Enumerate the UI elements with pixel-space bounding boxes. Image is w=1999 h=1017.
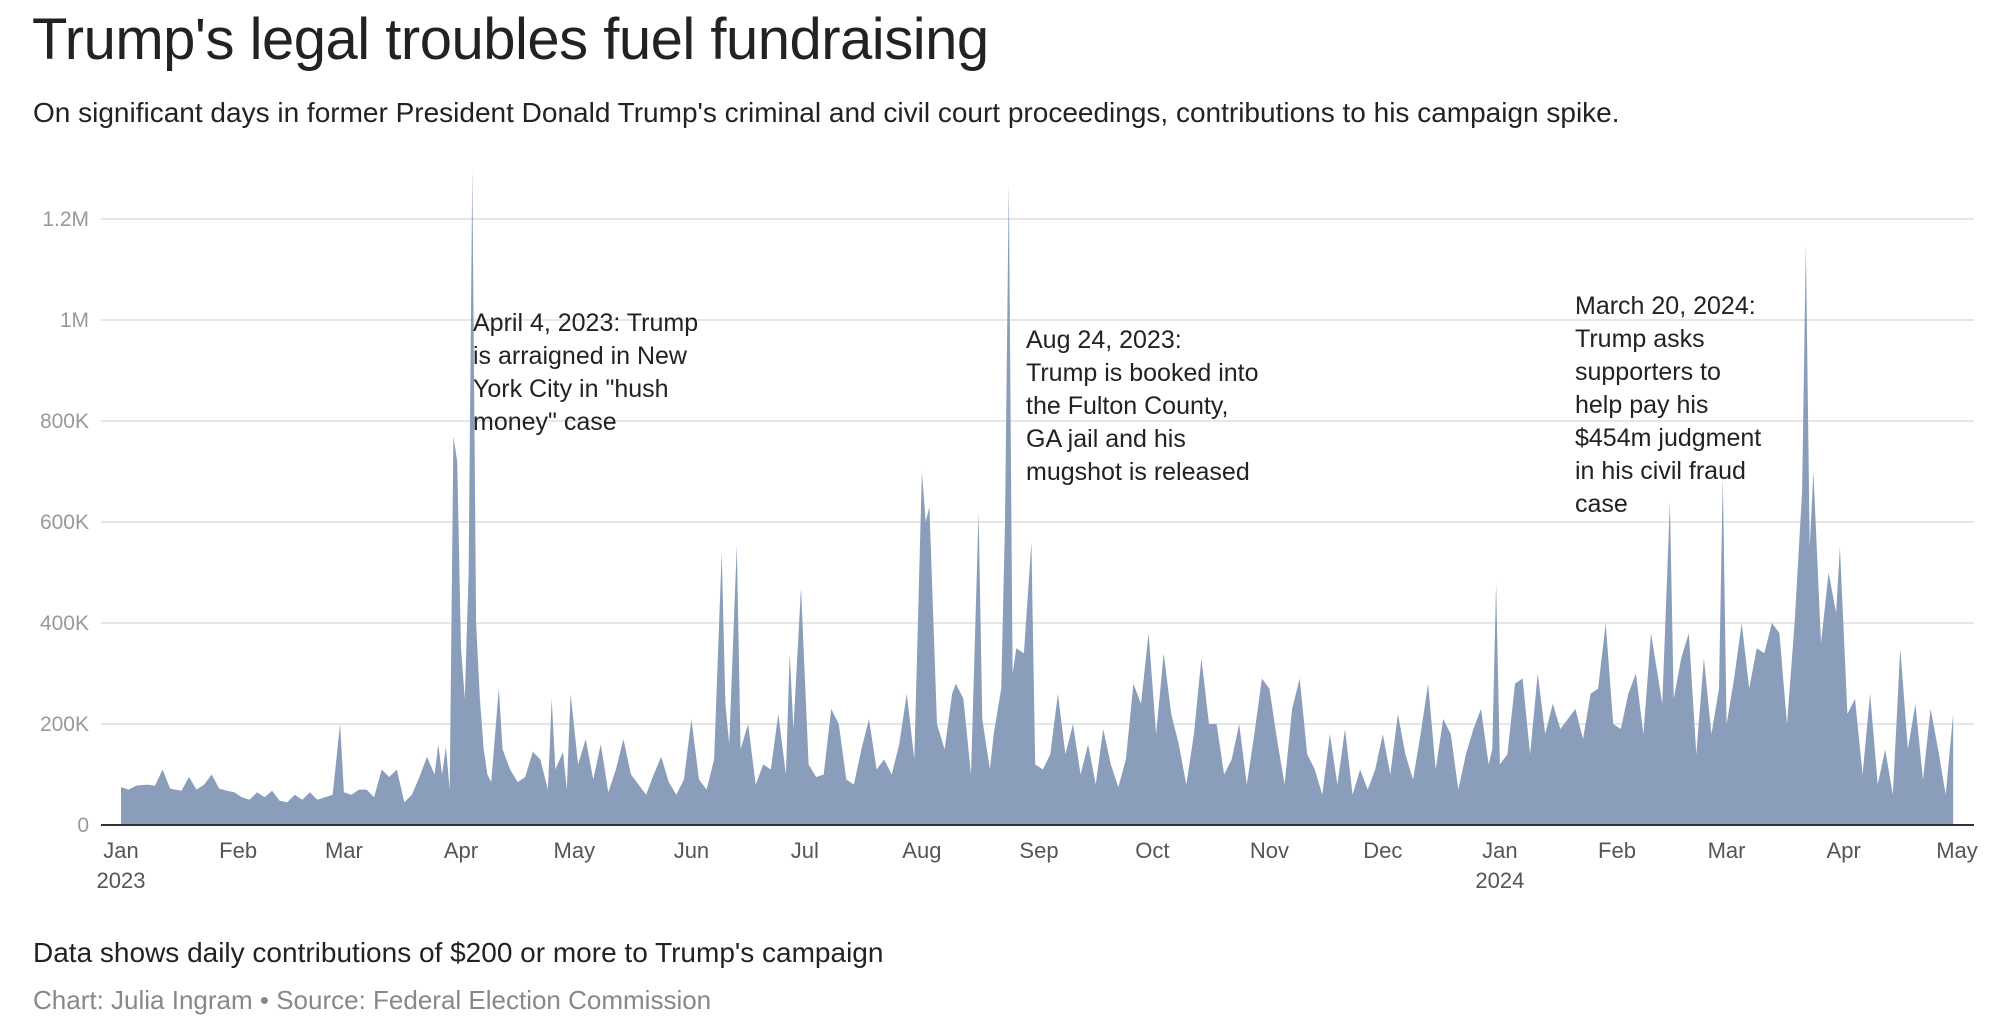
contributions-area bbox=[121, 168, 1954, 825]
chart-subtitle: On significant days in former President … bbox=[33, 97, 1620, 128]
x-tick-label: Dec bbox=[1363, 838, 1402, 863]
y-tick-label: 1.2M bbox=[42, 208, 89, 231]
x-tick-label: Mar bbox=[1708, 838, 1746, 863]
x-tick-label: Feb bbox=[1598, 838, 1636, 863]
x-tick-label: Nov bbox=[1250, 838, 1289, 863]
footnote: Data shows daily contributions of $200 o… bbox=[33, 937, 884, 968]
annotation-arraignment: April 4, 2023: Trump is arraigned in New… bbox=[473, 309, 699, 436]
x-tick-year-label: 2024 bbox=[1475, 868, 1524, 893]
x-tick-label: Jan bbox=[103, 838, 138, 863]
y-tick-label: 0 bbox=[77, 814, 89, 837]
y-axis: 0 200K 400K 600K 800K 1M 1.2M bbox=[40, 208, 89, 837]
y-tick-label: 1M bbox=[60, 309, 89, 332]
x-tick-label: Jul bbox=[791, 838, 819, 863]
x-tick-label: May bbox=[554, 838, 596, 863]
y-tick-label: 200K bbox=[40, 713, 89, 736]
source-credit: Chart: Julia Ingram • Source: Federal El… bbox=[33, 985, 712, 1015]
chart-title: Trump's legal troubles fuel fundraising bbox=[32, 7, 989, 72]
y-tick-label: 400K bbox=[40, 612, 89, 635]
annotation-mugshot: Aug 24, 2023: Trump is booked into the F… bbox=[1026, 326, 1259, 486]
annotation-judgment: March 20, 2024: Trump asks supporters to… bbox=[1575, 292, 1762, 518]
x-tick-year-label: 2023 bbox=[97, 868, 146, 893]
x-tick-label: Jan bbox=[1482, 838, 1517, 863]
area-chart: 0 200K 400K 600K 800K 1M 1.2M Jan 2023 Feb Mar Apr… bbox=[40, 168, 1978, 893]
x-tick-label: Mar bbox=[325, 838, 363, 863]
x-tick-label: May bbox=[1936, 838, 1978, 863]
y-tick-label: 600K bbox=[40, 511, 89, 534]
x-tick-label: Oct bbox=[1135, 838, 1169, 863]
x-tick-label: Jun bbox=[674, 838, 709, 863]
x-tick-label: Feb bbox=[219, 838, 257, 863]
x-tick-label: Sep bbox=[1019, 838, 1058, 863]
x-tick-label: Apr bbox=[444, 838, 478, 863]
y-tick-label: 800K bbox=[40, 410, 89, 433]
x-axis: Jan 2023 Feb Mar Apr May Jun Jul Aug Sep Oct Nov Dec… bbox=[97, 838, 1978, 893]
gridlines bbox=[101, 218, 1974, 725]
x-tick-label: Aug bbox=[902, 838, 941, 863]
x-tick-label: Apr bbox=[1827, 838, 1861, 863]
